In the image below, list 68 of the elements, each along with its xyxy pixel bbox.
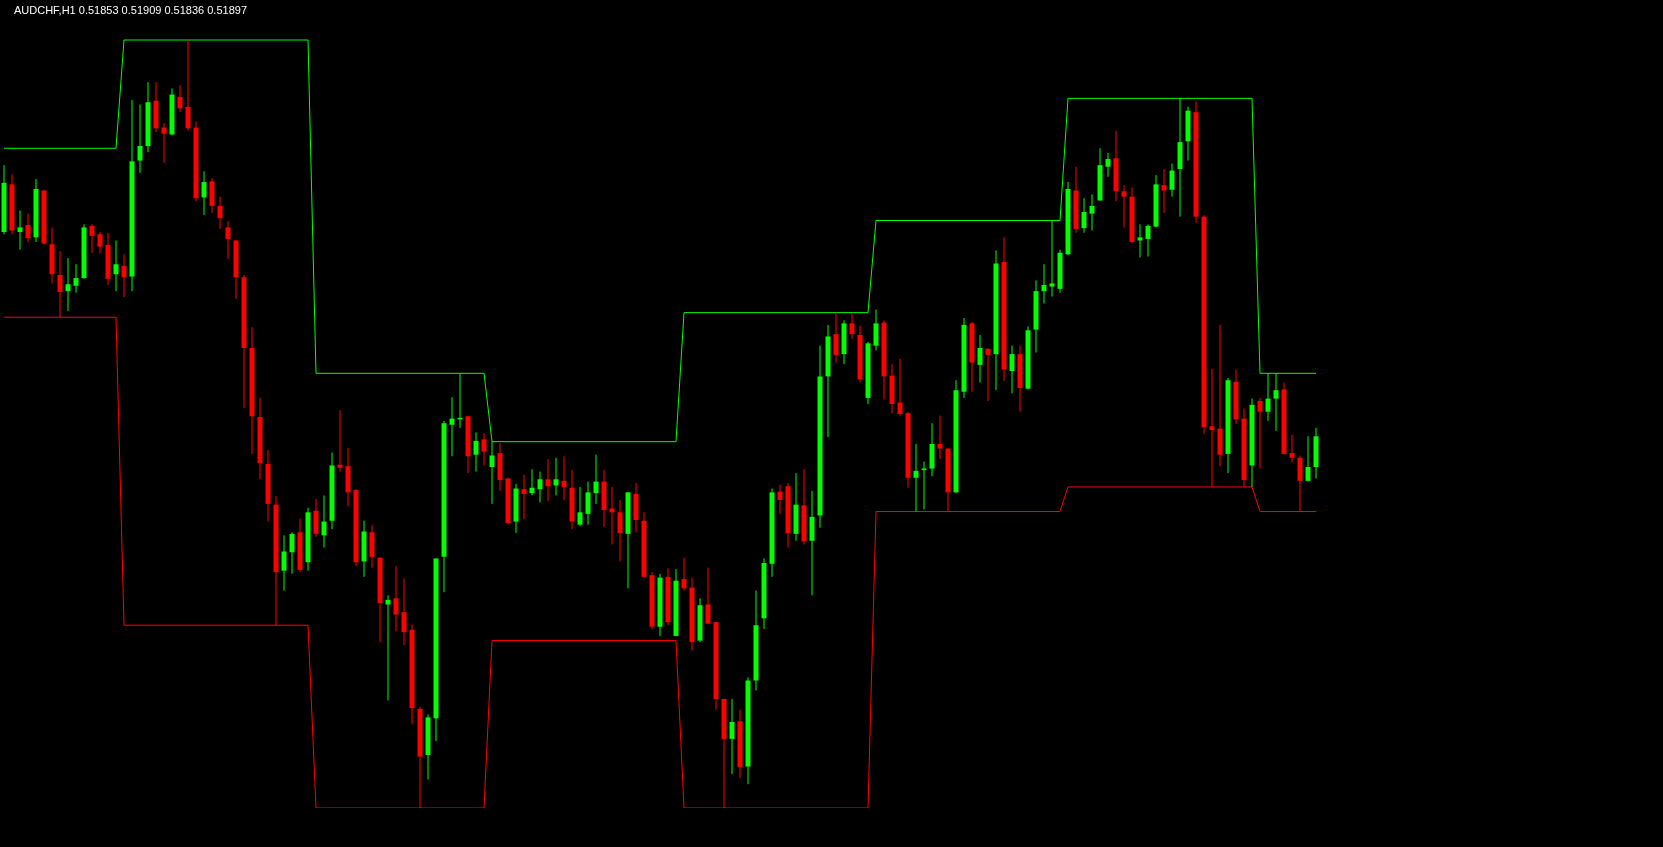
candlestick xyxy=(1049,219,1055,298)
candlestick xyxy=(1089,193,1095,231)
candlestick xyxy=(937,415,943,460)
candlestick xyxy=(897,358,903,417)
candlestick xyxy=(873,309,879,351)
candlestick xyxy=(1257,397,1263,470)
candlestick xyxy=(1305,435,1311,483)
candlestick xyxy=(561,455,567,501)
candlestick xyxy=(481,432,487,466)
candlestick xyxy=(617,499,623,562)
candlestick xyxy=(65,257,71,312)
candlestick xyxy=(25,213,31,243)
candlestick xyxy=(73,263,79,294)
candlestick xyxy=(321,494,327,549)
candlestick xyxy=(289,531,295,575)
candlestick xyxy=(521,474,527,520)
candlestick xyxy=(1161,168,1167,214)
candlestick xyxy=(225,220,231,260)
candlestick xyxy=(17,210,23,251)
candlestick xyxy=(577,486,583,527)
candlestick xyxy=(1169,163,1175,198)
candlestick xyxy=(1209,368,1215,488)
candlestick xyxy=(89,223,95,254)
candlestick xyxy=(1265,372,1271,422)
candlestick xyxy=(217,196,223,230)
candlestick xyxy=(585,481,591,526)
candlestick xyxy=(1289,434,1295,463)
candlestick xyxy=(913,443,919,513)
candlestick xyxy=(849,312,855,340)
candlestick xyxy=(201,170,207,216)
candlestick xyxy=(1273,372,1279,432)
candlestick xyxy=(137,104,143,174)
candlestick xyxy=(177,84,183,113)
candlestick xyxy=(1081,197,1087,234)
candlestick xyxy=(313,498,319,538)
candlestick xyxy=(593,454,599,505)
candlestick xyxy=(337,409,343,473)
candlestick xyxy=(473,431,479,473)
candlestick xyxy=(833,312,839,364)
chart-title: AUDCHF,H1 0.51853 0.51909 0.51836 0.51897 xyxy=(14,3,248,16)
candlestick xyxy=(1297,454,1303,513)
candlestick xyxy=(121,253,127,298)
candlestick xyxy=(97,231,103,254)
candlestick xyxy=(161,122,167,164)
candlestick xyxy=(537,471,543,503)
candlestick xyxy=(681,557,687,592)
candlestick xyxy=(1009,345,1015,394)
candlestick xyxy=(1041,263,1047,304)
candlestick xyxy=(1105,152,1111,178)
candlestick xyxy=(401,577,407,646)
candlestick xyxy=(545,458,551,503)
candlestick xyxy=(281,534,287,592)
candlestick xyxy=(553,457,559,496)
candlestick xyxy=(977,334,983,384)
candlestick xyxy=(777,484,783,515)
candlestick xyxy=(729,698,735,775)
candlestick xyxy=(809,490,815,596)
candlestick xyxy=(185,39,191,132)
candlestick xyxy=(529,468,535,496)
candlestick xyxy=(1137,223,1143,258)
candlestick xyxy=(1121,184,1127,228)
candlestick xyxy=(393,565,399,632)
candlestick xyxy=(985,348,991,402)
candlestick xyxy=(705,567,711,625)
candlestick xyxy=(609,486,615,546)
candlestick xyxy=(449,396,455,457)
candlestick xyxy=(113,239,119,292)
candlestick xyxy=(1145,223,1151,258)
